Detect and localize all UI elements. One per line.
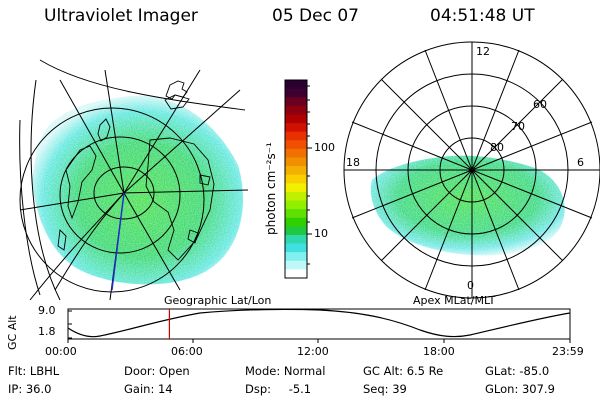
info-glon: GLon: 307.9 <box>485 382 555 396</box>
altitude-xticks <box>67 339 571 343</box>
colorbar-stripe <box>285 183 307 193</box>
instrument-title: Ultraviolet Imager <box>44 6 198 26</box>
colorbar-stripe <box>285 114 307 124</box>
colorbar-gradient <box>285 80 307 279</box>
altitude-xtick-4: 23:59 <box>552 345 584 358</box>
colorbar-stripe <box>285 209 307 219</box>
polar-lat-60: 60 <box>533 98 547 111</box>
altitude-xtick-2: 12:00 <box>297 345 329 358</box>
globe-panel <box>19 59 249 301</box>
colorbar <box>284 79 312 279</box>
observation-date: 05 Dec 07 <box>272 6 359 26</box>
colorbar-stripe <box>285 269 307 279</box>
observation-time: 04:51:48 UT <box>430 6 535 26</box>
colorbar-stripe <box>285 157 307 167</box>
altitude-ytick-1-8: 1.8 <box>38 325 56 338</box>
coastlines <box>57 80 215 261</box>
colorbar-stripe <box>285 97 307 107</box>
colorbar-stripe <box>285 123 307 133</box>
colorbar-stripe <box>285 140 307 150</box>
info-gc-alt: GC Alt: 6.5 Re <box>363 364 444 378</box>
colorbar-stripe <box>285 200 307 210</box>
colorbar-stripe <box>285 217 307 227</box>
polar-lat-80: 80 <box>490 141 504 154</box>
polar-grid <box>343 41 600 299</box>
altitude-ytick-9: 9.0 <box>38 304 56 317</box>
info-ip: IP: 36.0 <box>8 382 52 396</box>
altitude-xtick-1: 06:00 <box>171 345 203 358</box>
info-glat: GLat: -85.0 <box>485 364 550 378</box>
colorbar-stripe <box>285 166 307 176</box>
colorbar-stripe <box>285 243 307 253</box>
polar-panel <box>343 41 600 299</box>
colorbar-stripe <box>285 191 307 202</box>
colorbar-stripe <box>285 260 307 270</box>
colorbar-stripe <box>285 234 307 245</box>
colorbar-ticks <box>307 85 312 265</box>
colorbar-stripe <box>285 226 307 236</box>
altitude-plot-frame <box>67 308 571 340</box>
polar-mlt-6: 6 <box>577 156 584 169</box>
globe-meridian-blue <box>111 192 125 291</box>
altitude-plot <box>67 308 571 343</box>
info-mode: Mode: Normal <box>245 364 326 378</box>
polar-mlt-0: 0 <box>467 279 474 292</box>
globe-panel-label: Geographic Lat/Lon <box>164 294 272 307</box>
info-flt: Flt: LBHL <box>8 364 60 378</box>
info-seq: Seq: 39 <box>363 382 407 396</box>
polar-mlt-18: 18 <box>346 156 360 169</box>
polar-mlt-12: 12 <box>476 45 490 58</box>
colorbar-label-10: 10 <box>314 227 328 240</box>
altitude-xtick-3: 18:00 <box>423 345 455 358</box>
globe-graticule <box>19 59 249 301</box>
colorbar-label-100: 100 <box>314 141 335 154</box>
altitude-ylabel: GC Alt <box>6 315 19 350</box>
colorbar-unit: photon cm⁻²s⁻¹ <box>264 142 278 235</box>
colorbar-stripe <box>285 252 307 262</box>
colorbar-stripe <box>285 148 307 159</box>
altitude-curve <box>67 308 571 338</box>
colorbar-stripe <box>285 131 307 141</box>
polar-lat-70: 70 <box>511 120 525 133</box>
info-dsp: Dsp: -5.1 <box>245 382 312 396</box>
altitude-xtick-0: 00:00 <box>45 345 77 358</box>
colorbar-stripe <box>285 105 307 116</box>
colorbar-stripe <box>285 174 307 184</box>
info-gain: Gain: 14 <box>124 382 173 396</box>
info-door: Door: Open <box>124 364 190 378</box>
colorbar-stripe <box>285 80 307 90</box>
polar-panel-label: Apex MLat/MLT <box>413 294 496 307</box>
colorbar-stripe <box>285 88 307 98</box>
colorbar-frame <box>284 79 308 279</box>
